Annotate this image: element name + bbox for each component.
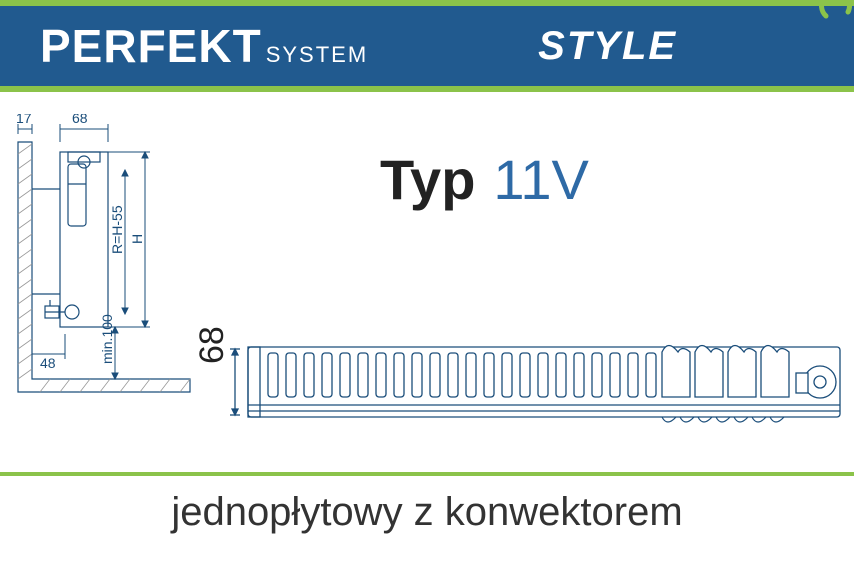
top-view-diagram xyxy=(230,337,845,437)
brand-sub-text: SYSTEM xyxy=(266,42,368,68)
brand-logo: PERFEKT SYSTEM xyxy=(40,19,368,73)
dim-68-top: 68 xyxy=(72,114,88,126)
dim-h: H xyxy=(129,234,145,244)
brand-arc-icon xyxy=(818,0,854,26)
dim-48: 48 xyxy=(40,355,56,371)
style-label: STYLE xyxy=(538,24,677,69)
dim-r: R=H-55 xyxy=(109,205,125,254)
type-label: Typ xyxy=(380,147,475,212)
dim-68-side: 68 xyxy=(193,326,232,364)
footer-text: jednopłytowy z konwektorem xyxy=(0,490,854,535)
footer-divider xyxy=(0,472,854,476)
side-view-diagram: 17 68 48 R=H-55 H min.100 xyxy=(10,114,200,404)
main-diagram-area: 17 68 48 R=H-55 H min.100 Typ 11V 68 xyxy=(0,92,854,472)
dim-17: 17 xyxy=(16,114,32,126)
brand-main-text: PERFEKT xyxy=(40,19,262,73)
header-bar: PERFEKT SYSTEM STYLE xyxy=(0,0,854,92)
type-value: 11V xyxy=(493,147,588,212)
dim-min100: min.100 xyxy=(99,314,115,364)
type-block: Typ 11V xyxy=(380,147,589,212)
